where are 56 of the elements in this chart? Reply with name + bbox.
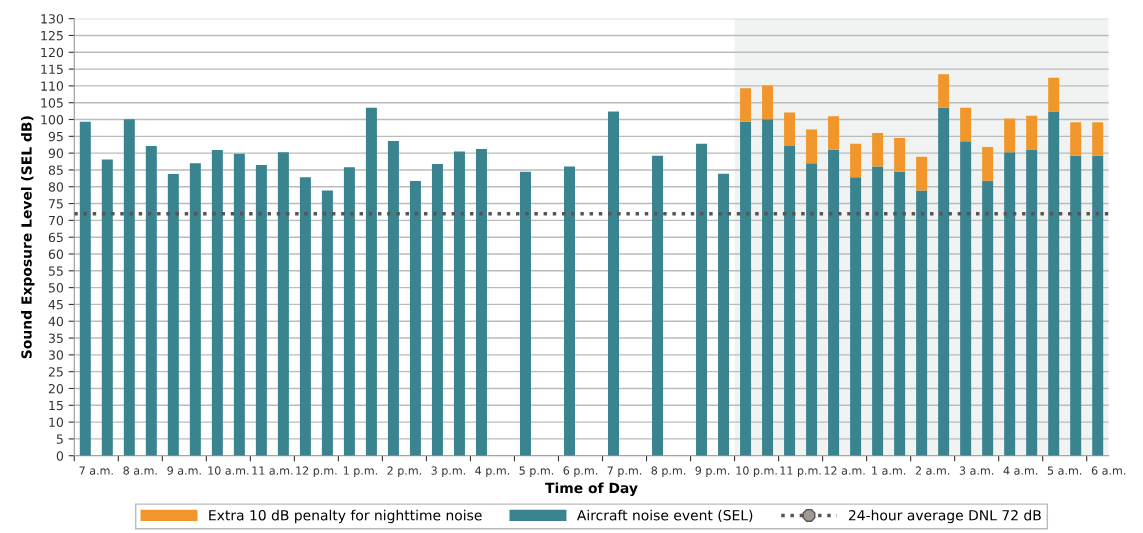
y-tick-label: 65 bbox=[48, 232, 63, 243]
x-tick-label: 7 p.m. bbox=[607, 466, 642, 477]
x-tick-label: 7 a.m. bbox=[79, 466, 113, 475]
y-tick-label: 90 bbox=[48, 148, 64, 159]
y-tick-label: 40 bbox=[48, 316, 64, 327]
y-tick-label: 105 bbox=[41, 98, 63, 108]
legend-label: Aircraft noise event (SEL) bbox=[576, 509, 753, 523]
y-tick-label: 15 bbox=[49, 400, 63, 411]
legend-label: 24-hour average DNL 72 dB bbox=[848, 509, 1041, 524]
x-tick-label: 4 a.m. bbox=[1003, 466, 1038, 475]
y-tick-label: 50 bbox=[48, 283, 64, 293]
x-tick-label: 5 a.m. bbox=[1047, 466, 1082, 475]
y-tick-label: 55 bbox=[48, 266, 63, 276]
x-tick-label: 5 p.m. bbox=[519, 466, 554, 477]
x-tick-label: 6 a.m. bbox=[1091, 466, 1126, 475]
y-tick-label: 125 bbox=[41, 30, 63, 41]
x-tick-label: 6 p.m. bbox=[563, 466, 598, 477]
y-tick-label: 45 bbox=[48, 300, 63, 310]
x-tick-label: 3 a.m. bbox=[959, 466, 994, 475]
y-tick-label: 100 bbox=[41, 114, 64, 125]
x-tick-label: 8 p.m. bbox=[651, 466, 686, 477]
x-tick-label: 2 p.m. bbox=[387, 466, 421, 477]
x-tick-label: 3 p.m. bbox=[431, 466, 466, 477]
y-tick-label: 95 bbox=[48, 131, 63, 142]
x-tick-label: 1 p.m. bbox=[343, 466, 377, 477]
y-tick-label: 60 bbox=[48, 249, 64, 259]
x-tick-label: 12 a.m. bbox=[824, 466, 865, 475]
x-tick-label: 11 a.m. bbox=[252, 466, 293, 475]
y-tick-label: 25 bbox=[48, 367, 63, 377]
y-tick-label: 20 bbox=[48, 383, 64, 394]
y-tick-label: 70 bbox=[49, 215, 64, 226]
x-tick-label: 4 p.m. bbox=[475, 466, 510, 477]
y-tick-label: 75 bbox=[49, 199, 63, 209]
y-tick-label: 115 bbox=[41, 64, 63, 75]
x-tick-label: 11 p.m. bbox=[780, 466, 821, 477]
legend-label: Extra 10 dB penalty for nighttime noise bbox=[209, 509, 482, 524]
x-tick-label: 10 p.m. bbox=[736, 466, 777, 477]
y-tick-label: 80 bbox=[48, 182, 64, 192]
y-tick-label: 110 bbox=[41, 81, 64, 91]
y-tick-label: 85 bbox=[48, 165, 63, 175]
x-tick-label: 9 a.m. bbox=[167, 466, 201, 475]
y-tick-label: 0 bbox=[56, 451, 64, 461]
x-tick-label: 1 a.m. bbox=[872, 466, 906, 475]
y-tick-label: 30 bbox=[48, 350, 64, 360]
x-tick-label: 2 a.m. bbox=[915, 466, 950, 475]
x-tick-label: 12 p.m. bbox=[296, 466, 337, 477]
y-tick-label: 130 bbox=[41, 14, 64, 24]
x-tick-label: 10 a.m. bbox=[208, 466, 249, 475]
x-tick-label: 9 p.m. bbox=[695, 466, 730, 477]
y-axis-title: Sound Exposure Level (SEL dB) bbox=[21, 116, 35, 359]
x-axis-title: Time of Day bbox=[545, 482, 638, 496]
y-tick-label: 35 bbox=[48, 333, 63, 343]
x-tick-label: 8 a.m. bbox=[123, 466, 157, 475]
y-tick-label: 5 bbox=[56, 434, 63, 444]
y-tick-label: 120 bbox=[41, 47, 64, 58]
y-tick-label: 10 bbox=[49, 417, 64, 428]
